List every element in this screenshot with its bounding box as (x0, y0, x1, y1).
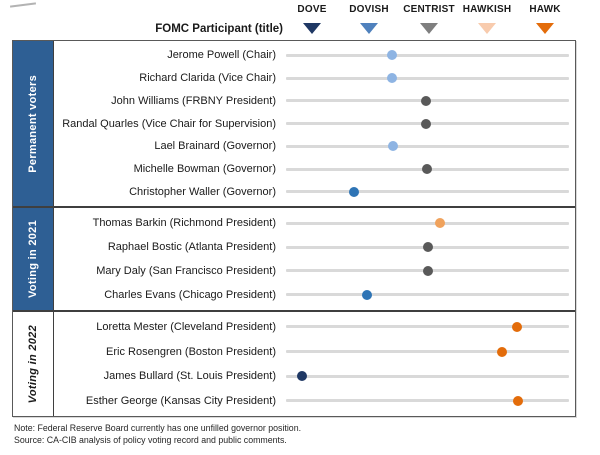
stance-track (286, 95, 569, 106)
stance-dot (296, 371, 307, 382)
row-charles-evans: Charles Evans (Chicago President) (54, 289, 575, 301)
row-loretta-mester: Loretta Mester (Cleveland President) (54, 321, 575, 333)
scale-header: FOMC Participant (title) DOVE DOVISH CENTR… (0, 0, 600, 40)
stance-dot (420, 118, 431, 129)
participant-name: James Bullard (St. Louis President) (103, 370, 276, 383)
source-line: Source: CA-CIB analysis of policy voting… (14, 434, 287, 445)
participant-name: Randal Quarles (Vice Chair for Supervisi… (62, 117, 276, 130)
scale-label-hawk: HAWK (529, 4, 561, 15)
participant-column-title: FOMC Participant (title) (155, 23, 283, 35)
participant-name: Loretta Mester (Cleveland President) (96, 320, 276, 333)
stance-track (286, 321, 569, 332)
note-line: Note: Federal Reserve Board currently ha… (14, 423, 302, 433)
sidebar-permanent-voters: Permanent voters (13, 41, 54, 207)
hawkish-triangle-icon (478, 23, 496, 34)
scale-col-hawk: HAWK (510, 4, 580, 34)
centrist-triangle-icon (420, 23, 438, 34)
scale-label-centrist: CENTRIST (403, 4, 455, 15)
participant-name: Mary Daly (San Francisco President) (96, 264, 276, 277)
stance-dot (423, 242, 434, 253)
stance-dot (511, 321, 522, 332)
section-permanent-voters: Permanent voters Jerome Powell (Chair) Ric… (13, 41, 575, 207)
participant-name: Jerome Powell (Chair) (167, 49, 276, 62)
participant-name: Raphael Bostic (Atlanta President) (107, 241, 276, 254)
participant-name: Michelle Bowman (Governor) (133, 163, 276, 176)
participant-name: Christopher Waller (Governor) (129, 185, 276, 198)
row-raphael-bostic: Raphael Bostic (Atlanta President) (54, 241, 575, 253)
footnotes: Note: Federal Reserve Board currently ha… (14, 423, 301, 447)
scale-label-dovish: DOVISH (349, 4, 389, 15)
participant-name: Eric Rosengren (Boston President) (106, 345, 276, 358)
scale-col-centrist: CENTRIST (394, 4, 464, 34)
sidebar-voting-in-2022: Voting in 2022 (13, 311, 54, 416)
scale-label-hawkish: HAWKISH (462, 4, 512, 15)
stance-dot (362, 289, 373, 300)
sidebar-label: Voting in 2022 (27, 324, 39, 403)
stance-track (286, 73, 569, 84)
row-randal-quarles: Randal Quarles (Vice Chair for Supervisi… (54, 118, 575, 130)
participant-name: John Williams (FRBNY President) (111, 94, 276, 107)
stance-track (286, 164, 569, 175)
stance-dot (513, 395, 524, 406)
row-christopher-waller: Christopher Waller (Governor) (54, 186, 575, 198)
stance-track (286, 50, 569, 61)
scale-col-hawkish: HAWKISH (452, 4, 522, 34)
sidebar-label: Permanent voters (27, 74, 39, 173)
row-thomas-barkin: Thomas Barkin (Richmond President) (54, 217, 575, 229)
stance-track (286, 186, 569, 197)
stance-track (286, 371, 569, 382)
stance-dot (423, 265, 434, 276)
row-richard-clarida: Richard Clarida (Vice Chair) (54, 72, 575, 84)
scale-col-dove: DOVE (277, 4, 347, 34)
dove-triangle-icon (303, 23, 321, 34)
stance-track (286, 265, 569, 276)
sidebar-voting-in-2021: Voting in 2021 (13, 208, 54, 310)
hawk-triangle-icon (536, 23, 554, 34)
row-eric-rosengren: Eric Rosengren (Boston President) (54, 346, 575, 358)
stance-dot (387, 141, 398, 152)
sidebar-label: Voting in 2021 (27, 220, 39, 298)
participant-name: Thomas Barkin (Richmond President) (92, 217, 276, 230)
row-michelle-bowman: Michelle Bowman (Governor) (54, 163, 575, 175)
stance-track (286, 242, 569, 253)
row-jerome-powell: Jerome Powell (Chair) (54, 49, 575, 61)
stance-track (286, 118, 569, 129)
stance-track (286, 218, 569, 229)
rows-voting-in-2022: Loretta Mester (Cleveland President) Eric… (54, 312, 575, 416)
stance-track (286, 141, 569, 152)
scale-col-dovish: DOVISH (334, 4, 404, 34)
dovish-triangle-icon (360, 23, 378, 34)
row-mary-daly: Mary Daly (San Francisco President) (54, 265, 575, 277)
scale-label-dove: DOVE (297, 4, 327, 15)
stance-dot (387, 73, 398, 84)
row-lael-brainard: Lael Brainard (Governor) (54, 140, 575, 152)
participant-name: Charles Evans (Chicago President) (104, 288, 276, 301)
stance-dot (421, 164, 432, 175)
participant-name: Lael Brainard (Governor) (154, 140, 276, 153)
participant-name: Richard Clarida (Vice Chair) (139, 72, 276, 85)
stance-track (286, 289, 569, 300)
section-voting-in-2022: Voting in 2022 Loretta Mester (Cleveland … (13, 309, 575, 416)
stance-track (286, 395, 569, 406)
stance-dot (420, 95, 431, 106)
rows-voting-in-2021: Thomas Barkin (Richmond President) Raphae… (54, 208, 575, 309)
stance-track (286, 346, 569, 357)
row-john-williams: John Williams (FRBNY President) (54, 95, 575, 107)
stance-dot (434, 218, 445, 229)
participant-name: Esther George (Kansas City President) (85, 394, 276, 407)
stance-dot (496, 346, 507, 357)
stance-dot (387, 50, 398, 61)
stance-dot (348, 186, 359, 197)
row-james-bullard: James Bullard (St. Louis President) (54, 370, 575, 382)
chart-box: Permanent voters Jerome Powell (Chair) Ric… (12, 40, 576, 417)
section-voting-in-2021: Voting in 2021 Thomas Barkin (Richmond Pr… (13, 206, 575, 310)
row-esther-george: Esther George (Kansas City President) (54, 395, 575, 407)
rows-permanent-voters: Jerome Powell (Chair) Richard Clarida (Vi… (54, 41, 575, 206)
